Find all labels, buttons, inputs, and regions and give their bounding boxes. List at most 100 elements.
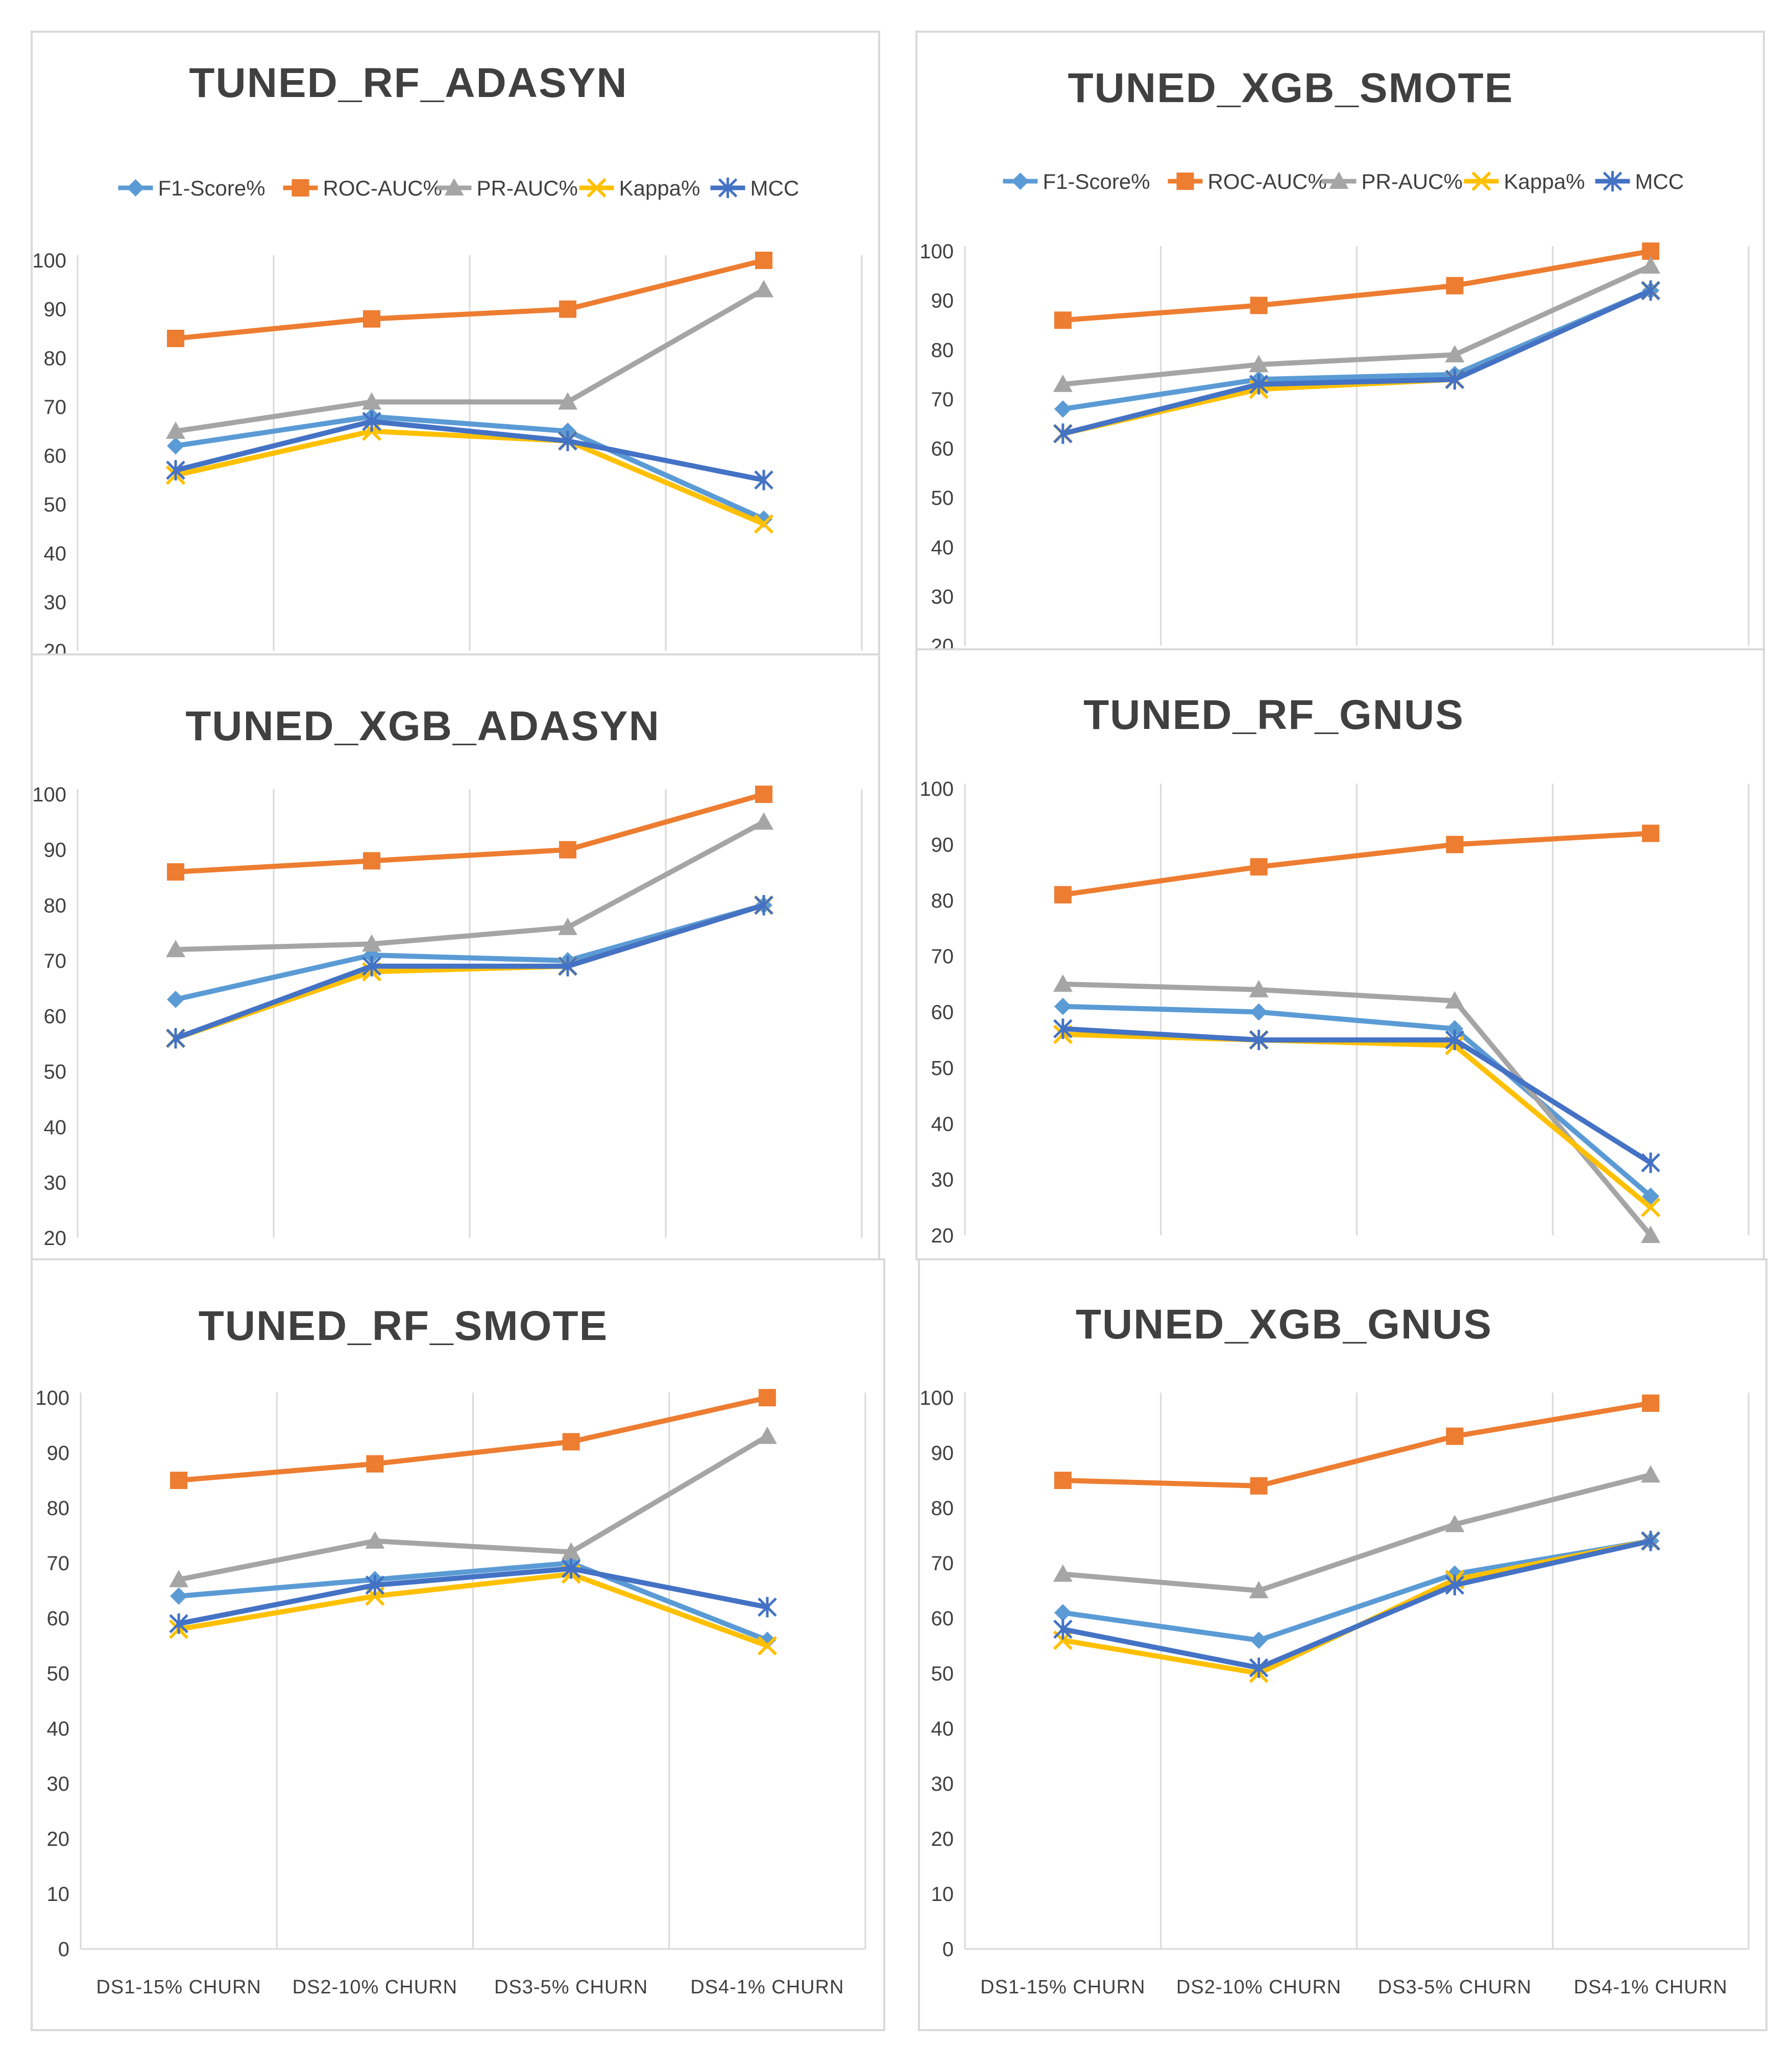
series-roc-auc: [167, 786, 772, 881]
data-point-roc-auc: [167, 330, 184, 347]
data-point-mcc: [1249, 1657, 1269, 1678]
chart-tuned-rf-smote: TUNED_RF_SMOTE 0 10 20 30 40 50 60 70 80 90 100 DS1-…: [31, 1258, 885, 2031]
ytick-label: 90: [44, 839, 67, 862]
chart-tuned-rf-adasyn: TUNED_RF_ADASYN F1-Score% ROC-AUC% PR-AUC% K…: [31, 31, 880, 663]
chart-title: TUNED_XGB_GNUS: [1076, 1301, 1492, 1348]
data-point-f1-score: [1054, 997, 1072, 1015]
ytick-label: 40: [931, 537, 954, 559]
ytick-label: 10: [47, 1883, 70, 1906]
ytick-label: 90: [47, 1442, 70, 1465]
ytick-label: 10: [931, 1883, 954, 1906]
ytick-label: 60: [931, 1002, 954, 1024]
legend-entry-pr-auc: PR-AUC%: [1362, 169, 1463, 193]
ytick-label: 70: [931, 1552, 954, 1575]
series-line-f1-score: [176, 1561, 770, 1643]
series-pr-auc: [1053, 256, 1661, 392]
xtick-label: DS2-10% CHURN: [293, 1977, 457, 1998]
series-mcc: [1053, 1530, 1660, 1678]
data-point-roc-auc: [1054, 886, 1072, 904]
xtick-label: DS3-5% CHURN: [494, 1977, 648, 1998]
ytick-label: 30: [931, 1169, 954, 1191]
chart-tuned-xgb-adasyn: TUNED_XGB_ADASYN 20 30 40 50 60 70 80 90 100: [31, 653, 880, 1260]
legend-entry-roc-auc: ROC-AUC%: [1208, 169, 1327, 193]
data-point-pr-auc: [166, 421, 185, 439]
legend-marker: [1329, 172, 1349, 189]
data-point-mcc: [758, 1597, 777, 1618]
ytick-label: 100: [919, 240, 954, 263]
chart-frame: [915, 31, 1765, 650]
data-point-pr-auc: [1445, 1515, 1465, 1532]
series-line-mcc: [1060, 1026, 1654, 1165]
ytick-label: 20: [47, 1828, 70, 1850]
ytick-label: 60: [47, 1607, 70, 1630]
data-point-roc-auc: [755, 786, 772, 803]
ytick-label: 0: [942, 1938, 954, 1961]
data-point-pr-auc: [558, 917, 577, 935]
ytick-label: 90: [931, 290, 954, 312]
ytick-label: 20: [931, 1225, 954, 1247]
data-point-roc-auc: [366, 1455, 384, 1473]
series-roc-auc: [1054, 242, 1660, 329]
data-point-mcc: [1249, 374, 1269, 395]
series-pr-auc: [1053, 1465, 1661, 1598]
series-line-pr-auc: [1060, 981, 1654, 1238]
ytick-label: 80: [931, 339, 954, 361]
legend-entry-mcc: MCC: [1635, 169, 1684, 193]
series-pr-auc: [1053, 974, 1661, 1243]
chart-tuned-xgb-gnus: TUNED_XGB_GNUS 0 10 20 30 40 50 60 70 80 90 100 DS1-…: [918, 1258, 1767, 2031]
series-line-roc-auc: [1060, 1400, 1654, 1489]
ytick-label: 60: [931, 1607, 954, 1630]
data-point-pr-auc: [1249, 1581, 1269, 1598]
ytick-label: 70: [931, 388, 954, 411]
ytick-label: 20: [931, 1828, 954, 1850]
xtick-label: DS3-5% CHURN: [1378, 1977, 1532, 1998]
series-line-roc-auc: [1060, 249, 1654, 323]
chart-title: TUNED_XGB_ADASYN: [185, 703, 660, 749]
data-point-roc-auc: [1250, 297, 1268, 314]
ytick-label: 80: [44, 347, 67, 370]
data-point-mcc: [1641, 1152, 1660, 1173]
data-point-roc-auc: [1054, 1472, 1072, 1489]
ytick-label: 90: [931, 1442, 954, 1465]
legend-marker: [1176, 173, 1194, 190]
series-roc-auc: [1054, 824, 1660, 904]
series-mcc: [166, 895, 773, 1049]
xtick-label: DS4-1% CHURN: [690, 1977, 844, 1998]
data-point-pr-auc: [1445, 991, 1465, 1009]
data-point-mcc: [362, 411, 381, 432]
ytick-label: 60: [44, 445, 67, 468]
ytick-label: 100: [919, 778, 954, 800]
data-point-mcc: [1641, 1530, 1660, 1551]
data-point-pr-auc: [1053, 374, 1073, 392]
data-point-roc-auc: [1250, 858, 1268, 876]
ytick-label: 30: [931, 1773, 954, 1795]
series-line-mcc: [173, 903, 766, 1041]
legend-glyph-mcc: [1595, 171, 1630, 191]
ytick-label: 50: [44, 494, 67, 516]
chart-frame: [31, 31, 880, 655]
ytick-label: 50: [931, 1057, 954, 1080]
legend-marker: [1011, 173, 1029, 190]
ytick-label: 100: [32, 784, 66, 806]
chart-frame: [915, 648, 1765, 1260]
series-line-f1-score: [1060, 1004, 1654, 1199]
series-line-roc-auc: [173, 792, 766, 875]
data-point-roc-auc: [1446, 836, 1464, 854]
ytick-label: 40: [44, 543, 67, 565]
data-point-roc-auc: [758, 1389, 776, 1406]
data-point-mcc: [166, 460, 185, 481]
ytick-label: 0: [58, 1938, 69, 1961]
data-point-pr-auc: [757, 1426, 777, 1444]
data-point-roc-auc: [1642, 824, 1660, 842]
data-point-roc-auc: [170, 1472, 188, 1489]
legend-glyph-pr-auc: [1321, 172, 1357, 189]
series-line-pr-auc: [1060, 263, 1654, 387]
series-line-roc-auc: [176, 1395, 770, 1483]
legend-entry-roc-auc: ROC-AUC%: [323, 176, 442, 200]
legend-entry-mcc: MCC: [750, 176, 800, 200]
legend-marker: [718, 178, 738, 198]
series-mcc: [1053, 280, 1660, 444]
series-pr-auc: [166, 280, 773, 439]
series-line-f1-score: [173, 414, 766, 522]
